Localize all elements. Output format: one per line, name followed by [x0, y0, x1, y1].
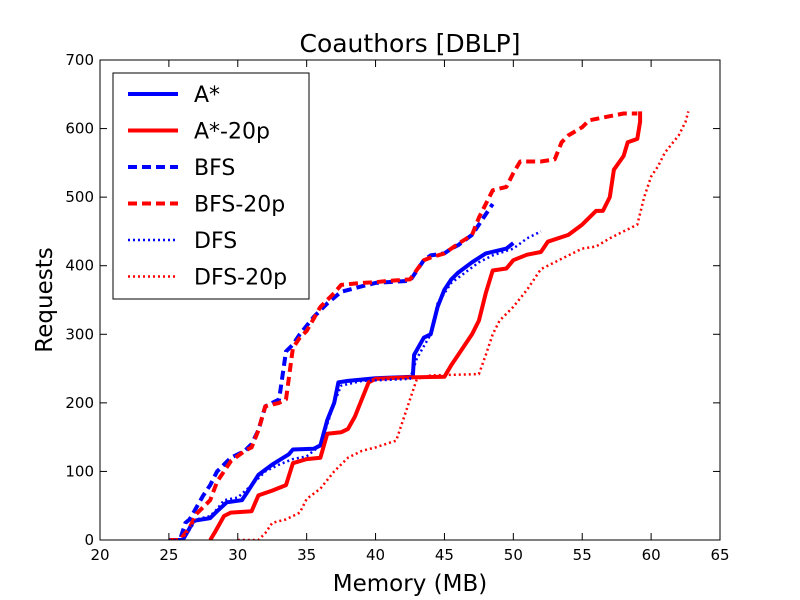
y-tick-label: 600 — [65, 120, 94, 138]
series-line-a — [168, 241, 515, 540]
x-tick-label: 55 — [573, 546, 592, 564]
x-tick-label: 40 — [366, 546, 385, 564]
y-tick-label: 0 — [84, 531, 94, 549]
legend-label: BFS — [194, 156, 235, 181]
series-line-dfs-20p — [237, 111, 690, 540]
x-tick-label: 65 — [710, 546, 729, 564]
plot-frame — [99, 59, 721, 541]
x-axis-label: Memory (MB) — [333, 571, 487, 597]
series-line-dfs — [168, 230, 542, 540]
y-axis-label: Requests — [32, 247, 58, 352]
legend-label: DFS — [194, 229, 237, 254]
x-tick-label: 45 — [435, 546, 454, 564]
y-tick-label: 500 — [65, 188, 94, 206]
x-tick-label: 25 — [159, 546, 178, 564]
x-tick-label: 60 — [642, 546, 661, 564]
plot-lines — [168, 111, 690, 540]
y-tick-label: 400 — [65, 257, 94, 275]
series-line-a-20p — [208, 111, 643, 540]
legend-label: BFS-20p — [194, 193, 285, 218]
y-tick-label: 300 — [65, 325, 94, 343]
legend-label: A* — [194, 83, 220, 108]
y-tick-label: 100 — [65, 462, 94, 480]
legend-label: DFS-20p — [194, 266, 287, 291]
y-tick-label: 200 — [65, 394, 94, 412]
x-tick-label: 30 — [228, 546, 247, 564]
legend: A* A*-20p BFS BFS-20p DFS DFS-20p — [112, 72, 310, 300]
legend-box — [112, 72, 310, 300]
y-tick-label: 700 — [65, 51, 94, 69]
axis-ticks: 20 25 30 35 40 45 50 55 60 65 0 100 200 300 400 500 600 7… — [65, 51, 729, 564]
x-tick-label: 50 — [504, 546, 523, 564]
legend-label: A*-20p — [194, 120, 270, 145]
series-line-bfs-20p — [168, 111, 638, 540]
x-tick-label: 35 — [297, 546, 316, 564]
x-tick-label: 20 — [90, 546, 109, 564]
chart-title: Coauthors [DBLP] — [299, 29, 520, 58]
